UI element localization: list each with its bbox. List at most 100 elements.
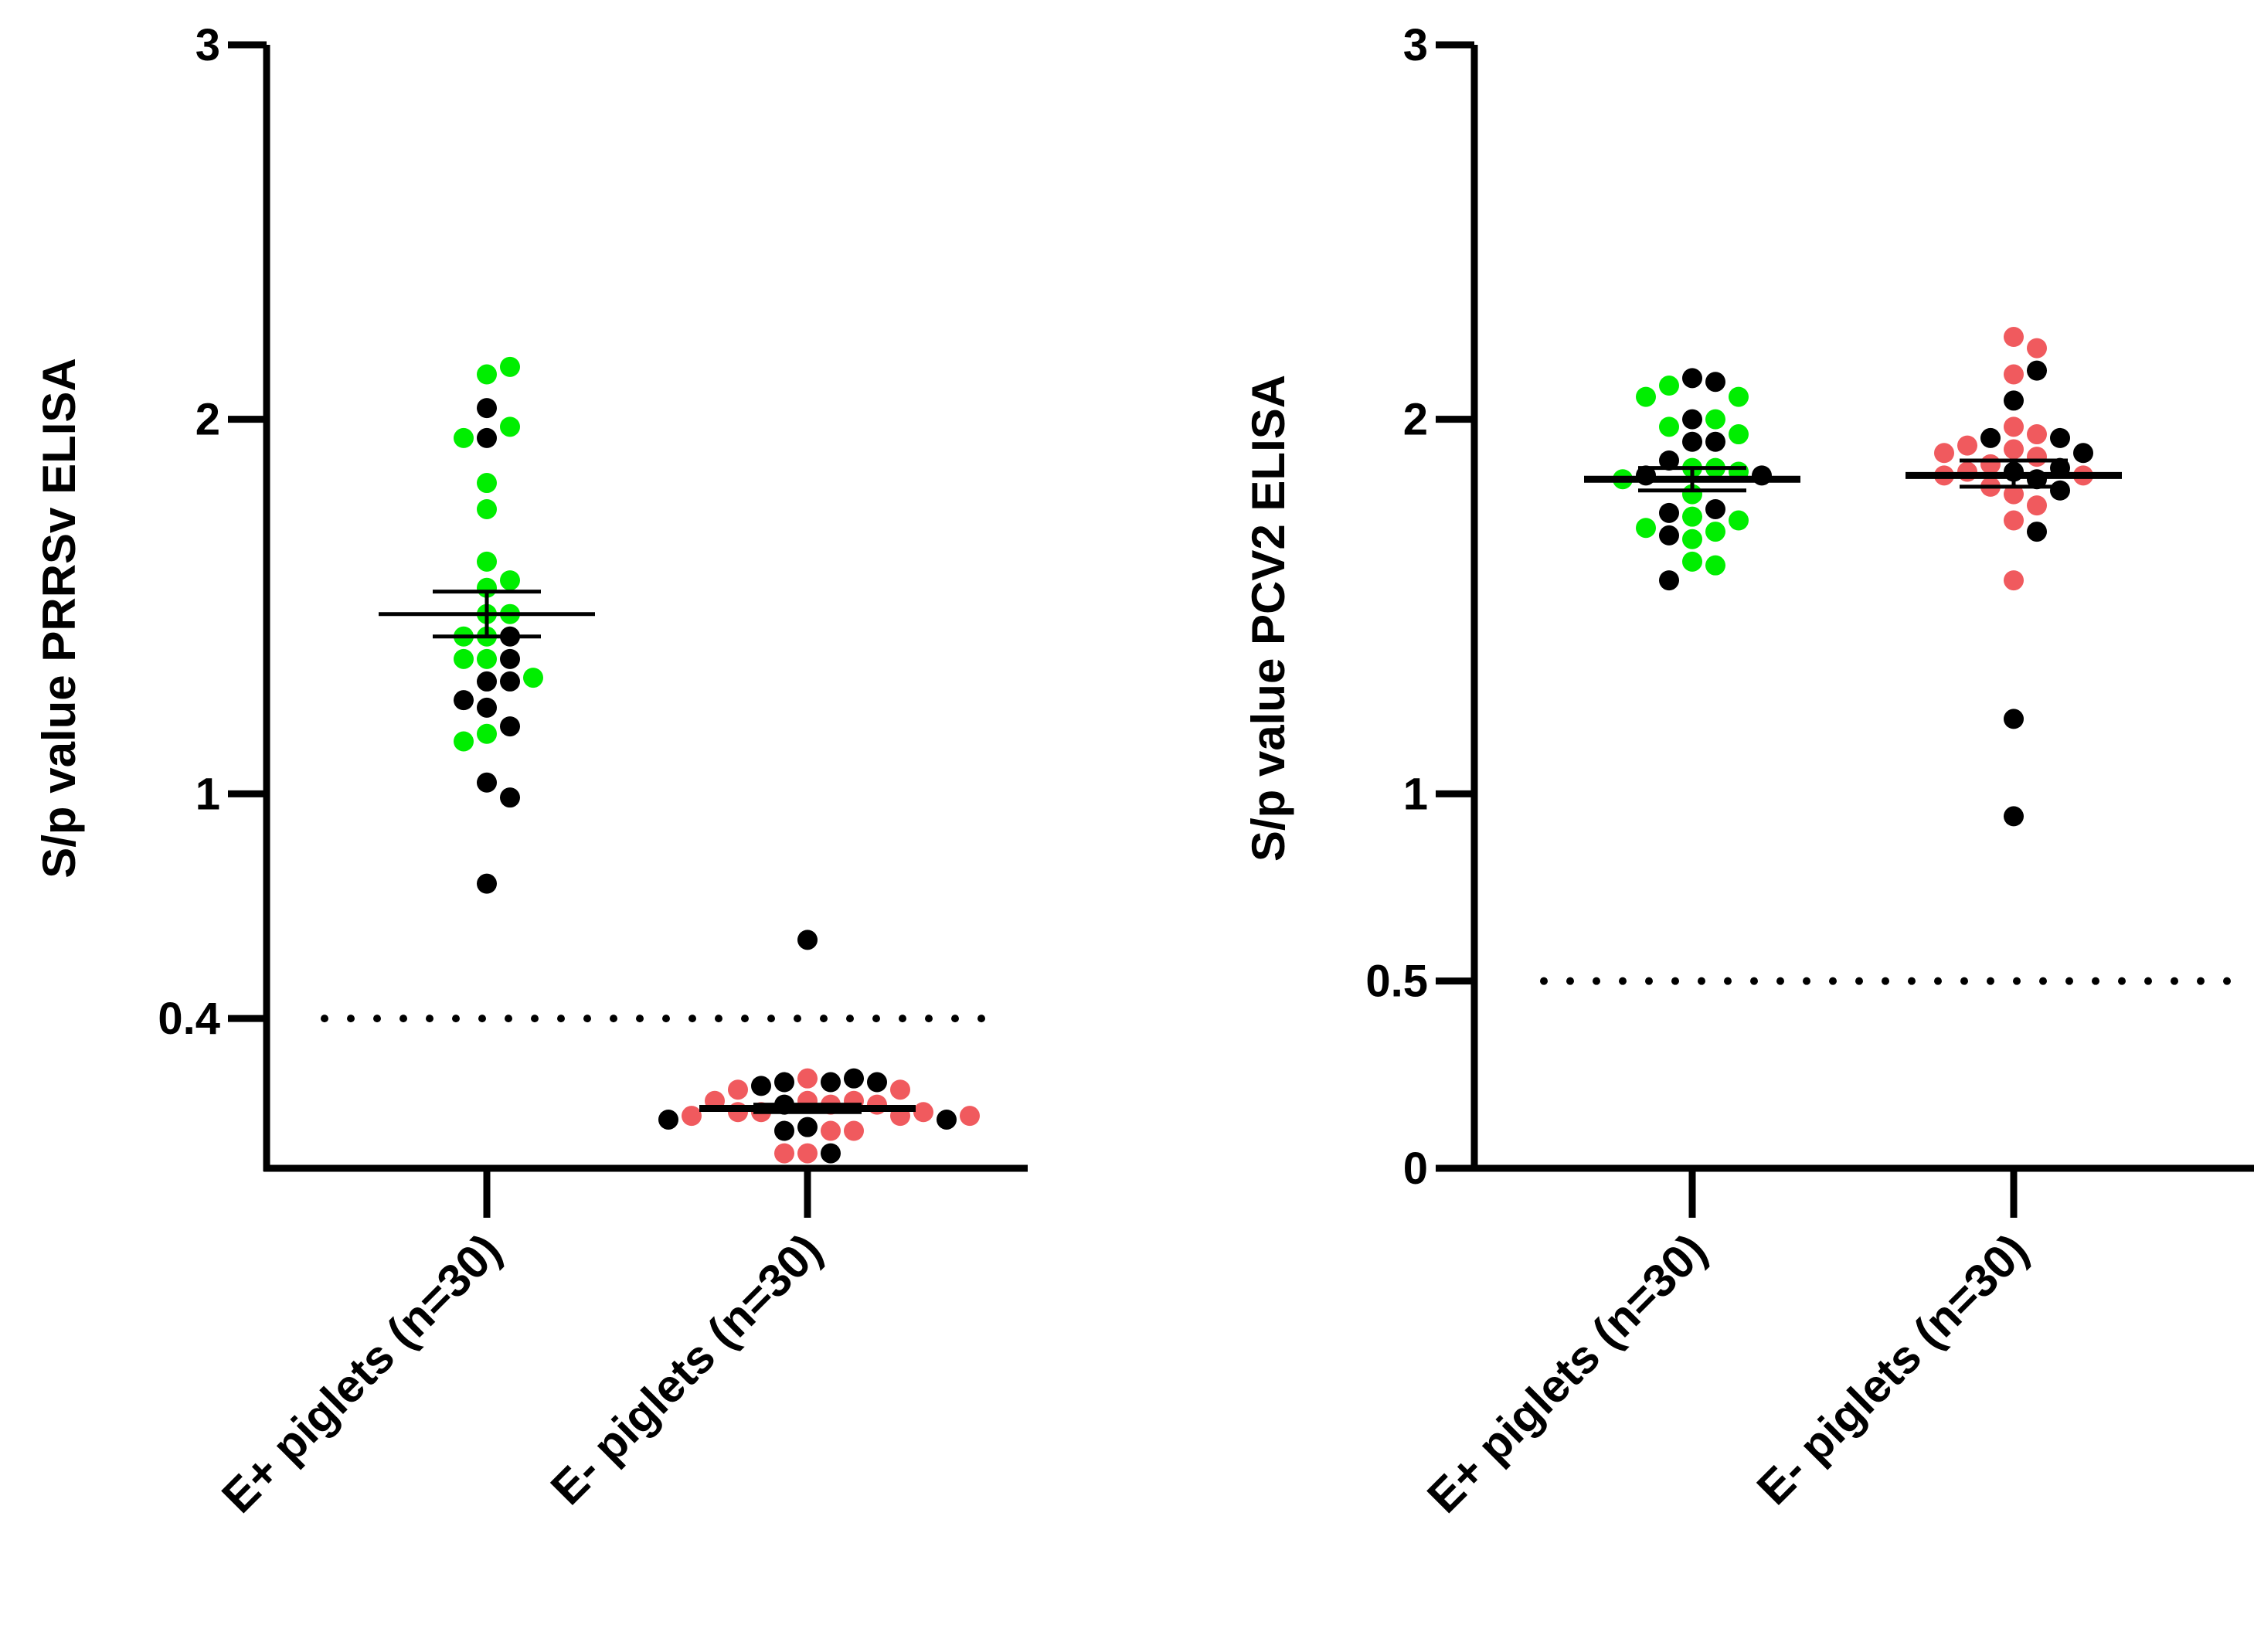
threshold-dot — [741, 1015, 749, 1023]
data-point — [2004, 806, 2024, 827]
threshold-dot — [820, 1015, 828, 1023]
data-point — [1980, 427, 2001, 448]
threshold-dot — [399, 1015, 407, 1023]
threshold-dot — [478, 1015, 486, 1023]
threshold-dot — [373, 1015, 381, 1023]
y-tick-label: 1 — [1403, 769, 1428, 819]
data-point — [2027, 424, 2047, 445]
data-point — [2004, 327, 2024, 348]
threshold-dot — [1750, 977, 1758, 985]
data-point — [477, 498, 497, 519]
data-point — [728, 1079, 748, 1100]
data-point — [500, 570, 520, 591]
data-point — [477, 364, 497, 385]
threshold-dot — [2065, 977, 2073, 985]
threshold-dot — [1934, 977, 1942, 985]
threshold-dot — [2171, 977, 2178, 985]
data-point — [1659, 450, 1679, 471]
data-point — [1682, 506, 1702, 527]
prrsv-panel: 3 2 1 0.4 S/p value PRRSv ELISA E+ piglets (n… — [33, 20, 1028, 1523]
threshold-dot — [2223, 977, 2231, 985]
threshold-dot — [767, 1015, 775, 1023]
y-axis-title: S/p value PCV2 ELISA — [1243, 375, 1294, 862]
data-point — [2004, 364, 2024, 385]
threshold-dot — [2013, 977, 2021, 985]
data-point — [1682, 409, 1702, 430]
threshold-dot — [715, 1015, 722, 1023]
data-point — [2004, 709, 2024, 729]
data-point — [523, 668, 543, 688]
data-point — [1659, 376, 1679, 396]
data-point — [2027, 338, 2047, 359]
data-point — [1682, 431, 1702, 452]
data-point — [1729, 510, 1749, 531]
threshold-dot — [925, 1015, 933, 1023]
data-point — [658, 1109, 678, 1130]
threshold-dot — [1803, 977, 1810, 985]
threshold-dot — [1908, 977, 1916, 985]
y-tick-label: 1 — [195, 769, 220, 819]
data-point — [2027, 495, 2047, 516]
threshold-dot — [1776, 977, 1784, 985]
threshold-dot — [452, 1015, 460, 1023]
data-point — [500, 716, 520, 737]
threshold-dot — [1829, 977, 1837, 985]
data-point — [454, 427, 474, 448]
data-point — [1729, 386, 1749, 407]
threshold-dot — [951, 1015, 959, 1023]
data-point — [844, 1120, 864, 1141]
threshold-dot — [557, 1015, 565, 1023]
data-point — [2050, 427, 2070, 448]
data-point — [821, 1120, 841, 1141]
threshold-dot — [1987, 977, 1994, 985]
data-point — [2004, 510, 2024, 531]
data-point — [477, 772, 497, 793]
threshold-dot — [872, 1015, 880, 1023]
data-point — [500, 416, 520, 437]
data-point — [797, 1068, 818, 1089]
data-point — [960, 1106, 980, 1127]
y-tick-label: 2 — [1403, 395, 1428, 445]
category-label: E+ piglets (n=30) — [212, 1224, 511, 1523]
threshold-dot — [505, 1015, 512, 1023]
data-point — [1729, 424, 1749, 445]
data-point — [477, 697, 497, 718]
data-point — [454, 731, 474, 752]
data-point — [477, 723, 497, 744]
data-point — [821, 1143, 841, 1164]
threshold-dot — [1619, 977, 1627, 985]
data-point — [1705, 409, 1725, 430]
threshold-dot — [1671, 977, 1679, 985]
threshold-dot — [2118, 977, 2126, 985]
data-point — [821, 1072, 841, 1093]
data-point — [913, 1102, 933, 1123]
data-point — [1636, 386, 1656, 407]
y-tick-label: 0 — [1403, 1144, 1428, 1194]
data-point — [2004, 416, 2024, 437]
threshold-dot — [1855, 977, 1863, 985]
y-tick-label: 2 — [195, 395, 220, 445]
threshold-dot — [583, 1015, 591, 1023]
data-point — [477, 551, 497, 572]
data-point — [1957, 435, 1977, 456]
threshold-dot — [426, 1015, 433, 1023]
data-point — [774, 1120, 794, 1141]
data-point — [477, 427, 497, 448]
data-point — [2004, 439, 2024, 460]
category-label: E- piglets (n=30) — [1747, 1224, 2038, 1514]
threshold-dot — [347, 1015, 355, 1023]
threshold-dot — [2197, 977, 2205, 985]
data-point — [2073, 443, 2093, 464]
data-point — [2027, 360, 2047, 381]
data-point — [500, 356, 520, 377]
threshold-dot — [1882, 977, 1889, 985]
threshold-dot — [636, 1015, 644, 1023]
data-point — [797, 1117, 818, 1137]
data-point — [500, 787, 520, 808]
data-point — [774, 1143, 794, 1164]
threshold-dot — [662, 1015, 670, 1023]
y-tick-label: 0.5 — [1365, 957, 1428, 1007]
data-point — [682, 1106, 702, 1127]
data-point — [477, 873, 497, 894]
